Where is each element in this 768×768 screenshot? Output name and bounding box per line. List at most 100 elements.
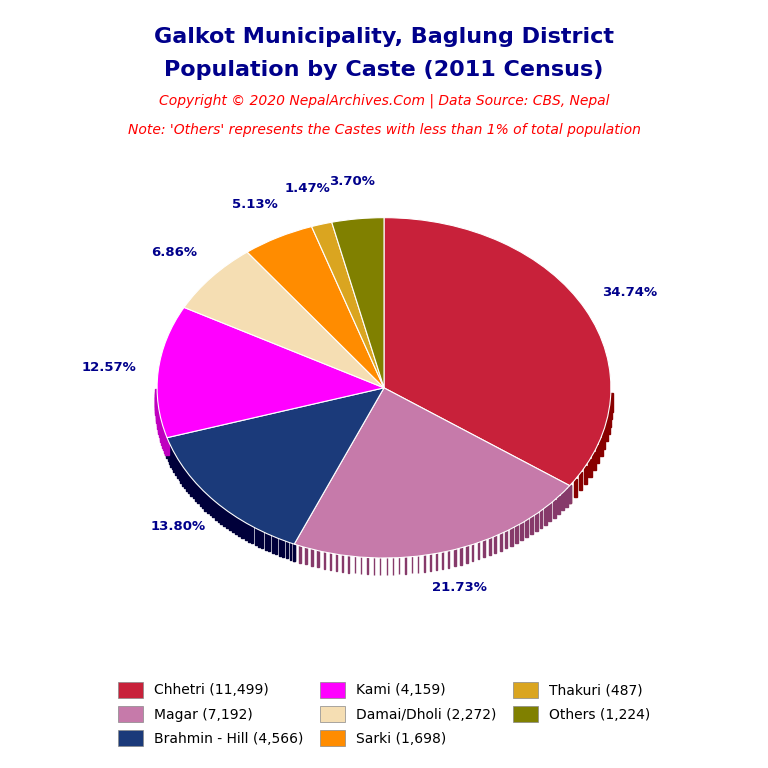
Polygon shape bbox=[157, 408, 161, 426]
Polygon shape bbox=[592, 452, 596, 470]
Polygon shape bbox=[466, 545, 468, 563]
Polygon shape bbox=[329, 551, 331, 570]
Polygon shape bbox=[279, 538, 280, 556]
Polygon shape bbox=[596, 445, 599, 463]
Polygon shape bbox=[160, 422, 164, 439]
Polygon shape bbox=[535, 513, 538, 531]
Polygon shape bbox=[478, 541, 479, 559]
Polygon shape bbox=[155, 389, 159, 407]
Polygon shape bbox=[162, 429, 166, 448]
Polygon shape bbox=[248, 524, 250, 541]
Polygon shape bbox=[552, 499, 555, 518]
Polygon shape bbox=[258, 528, 260, 547]
Wedge shape bbox=[332, 217, 384, 388]
Polygon shape bbox=[268, 533, 270, 551]
Polygon shape bbox=[156, 402, 160, 421]
Wedge shape bbox=[384, 217, 611, 485]
Polygon shape bbox=[272, 535, 273, 553]
Polygon shape bbox=[557, 496, 560, 514]
Polygon shape bbox=[182, 468, 186, 485]
Polygon shape bbox=[207, 495, 210, 513]
Polygon shape bbox=[217, 504, 220, 522]
Polygon shape bbox=[157, 411, 161, 429]
Polygon shape bbox=[227, 510, 229, 528]
Text: 12.57%: 12.57% bbox=[81, 361, 136, 374]
Polygon shape bbox=[261, 530, 263, 548]
Polygon shape bbox=[607, 409, 611, 426]
Wedge shape bbox=[247, 227, 384, 388]
Polygon shape bbox=[204, 492, 207, 511]
Polygon shape bbox=[238, 518, 241, 536]
Polygon shape bbox=[188, 475, 192, 493]
Text: Population by Caste (2011 Census): Population by Caste (2011 Census) bbox=[164, 60, 604, 80]
Polygon shape bbox=[323, 551, 325, 568]
Polygon shape bbox=[568, 485, 571, 503]
Polygon shape bbox=[254, 527, 257, 545]
Polygon shape bbox=[530, 516, 533, 535]
Polygon shape bbox=[169, 445, 173, 464]
Polygon shape bbox=[515, 525, 518, 543]
Polygon shape bbox=[170, 449, 174, 467]
Polygon shape bbox=[540, 510, 542, 528]
Polygon shape bbox=[165, 437, 169, 455]
Polygon shape bbox=[251, 525, 253, 544]
Polygon shape bbox=[584, 465, 588, 484]
Polygon shape bbox=[609, 393, 613, 412]
Polygon shape bbox=[195, 483, 198, 501]
Text: Copyright © 2020 NepalArchives.Com | Data Source: CBS, Nepal: Copyright © 2020 NepalArchives.Com | Dat… bbox=[159, 94, 609, 108]
Text: 13.80%: 13.80% bbox=[151, 520, 205, 533]
Polygon shape bbox=[317, 549, 319, 568]
Polygon shape bbox=[159, 419, 163, 437]
Wedge shape bbox=[312, 222, 384, 388]
Polygon shape bbox=[525, 519, 528, 537]
Polygon shape bbox=[300, 545, 301, 563]
Polygon shape bbox=[561, 492, 564, 511]
Polygon shape bbox=[510, 528, 512, 545]
Polygon shape bbox=[164, 435, 168, 453]
Wedge shape bbox=[167, 388, 384, 545]
Polygon shape bbox=[174, 454, 177, 472]
Polygon shape bbox=[178, 462, 182, 480]
Text: 3.70%: 3.70% bbox=[329, 175, 375, 188]
Polygon shape bbox=[604, 423, 607, 442]
Polygon shape bbox=[588, 458, 591, 477]
Polygon shape bbox=[293, 543, 295, 561]
Text: 34.74%: 34.74% bbox=[602, 286, 657, 299]
Polygon shape bbox=[544, 506, 547, 525]
Polygon shape bbox=[436, 552, 437, 570]
Polygon shape bbox=[489, 537, 491, 555]
Polygon shape bbox=[265, 531, 266, 550]
Text: 6.86%: 6.86% bbox=[151, 247, 197, 260]
Text: 1.47%: 1.47% bbox=[285, 182, 331, 195]
Polygon shape bbox=[460, 547, 462, 564]
Polygon shape bbox=[190, 478, 194, 496]
Wedge shape bbox=[157, 307, 384, 438]
Polygon shape bbox=[184, 470, 187, 488]
Polygon shape bbox=[156, 400, 160, 418]
Polygon shape bbox=[212, 499, 215, 518]
Text: Galkot Municipality, Baglung District: Galkot Municipality, Baglung District bbox=[154, 27, 614, 47]
Polygon shape bbox=[568, 485, 571, 503]
Polygon shape bbox=[200, 488, 203, 506]
Polygon shape bbox=[197, 485, 200, 503]
Polygon shape bbox=[165, 437, 169, 455]
Polygon shape bbox=[442, 551, 443, 569]
Polygon shape bbox=[229, 512, 232, 530]
Polygon shape bbox=[210, 497, 213, 515]
Polygon shape bbox=[245, 521, 247, 540]
Polygon shape bbox=[167, 440, 170, 458]
Polygon shape bbox=[454, 548, 455, 566]
Polygon shape bbox=[186, 473, 190, 491]
Polygon shape bbox=[574, 478, 577, 497]
Polygon shape bbox=[223, 508, 226, 526]
Polygon shape bbox=[161, 427, 165, 445]
Polygon shape bbox=[215, 502, 218, 520]
Polygon shape bbox=[275, 536, 277, 554]
Polygon shape bbox=[483, 539, 485, 558]
Text: Note: 'Others' represents the Castes with less than 1% of total population: Note: 'Others' represents the Castes wit… bbox=[127, 123, 641, 137]
Polygon shape bbox=[155, 395, 159, 412]
Polygon shape bbox=[548, 503, 551, 521]
Polygon shape bbox=[311, 548, 313, 566]
Polygon shape bbox=[290, 541, 291, 560]
Polygon shape bbox=[495, 535, 496, 553]
